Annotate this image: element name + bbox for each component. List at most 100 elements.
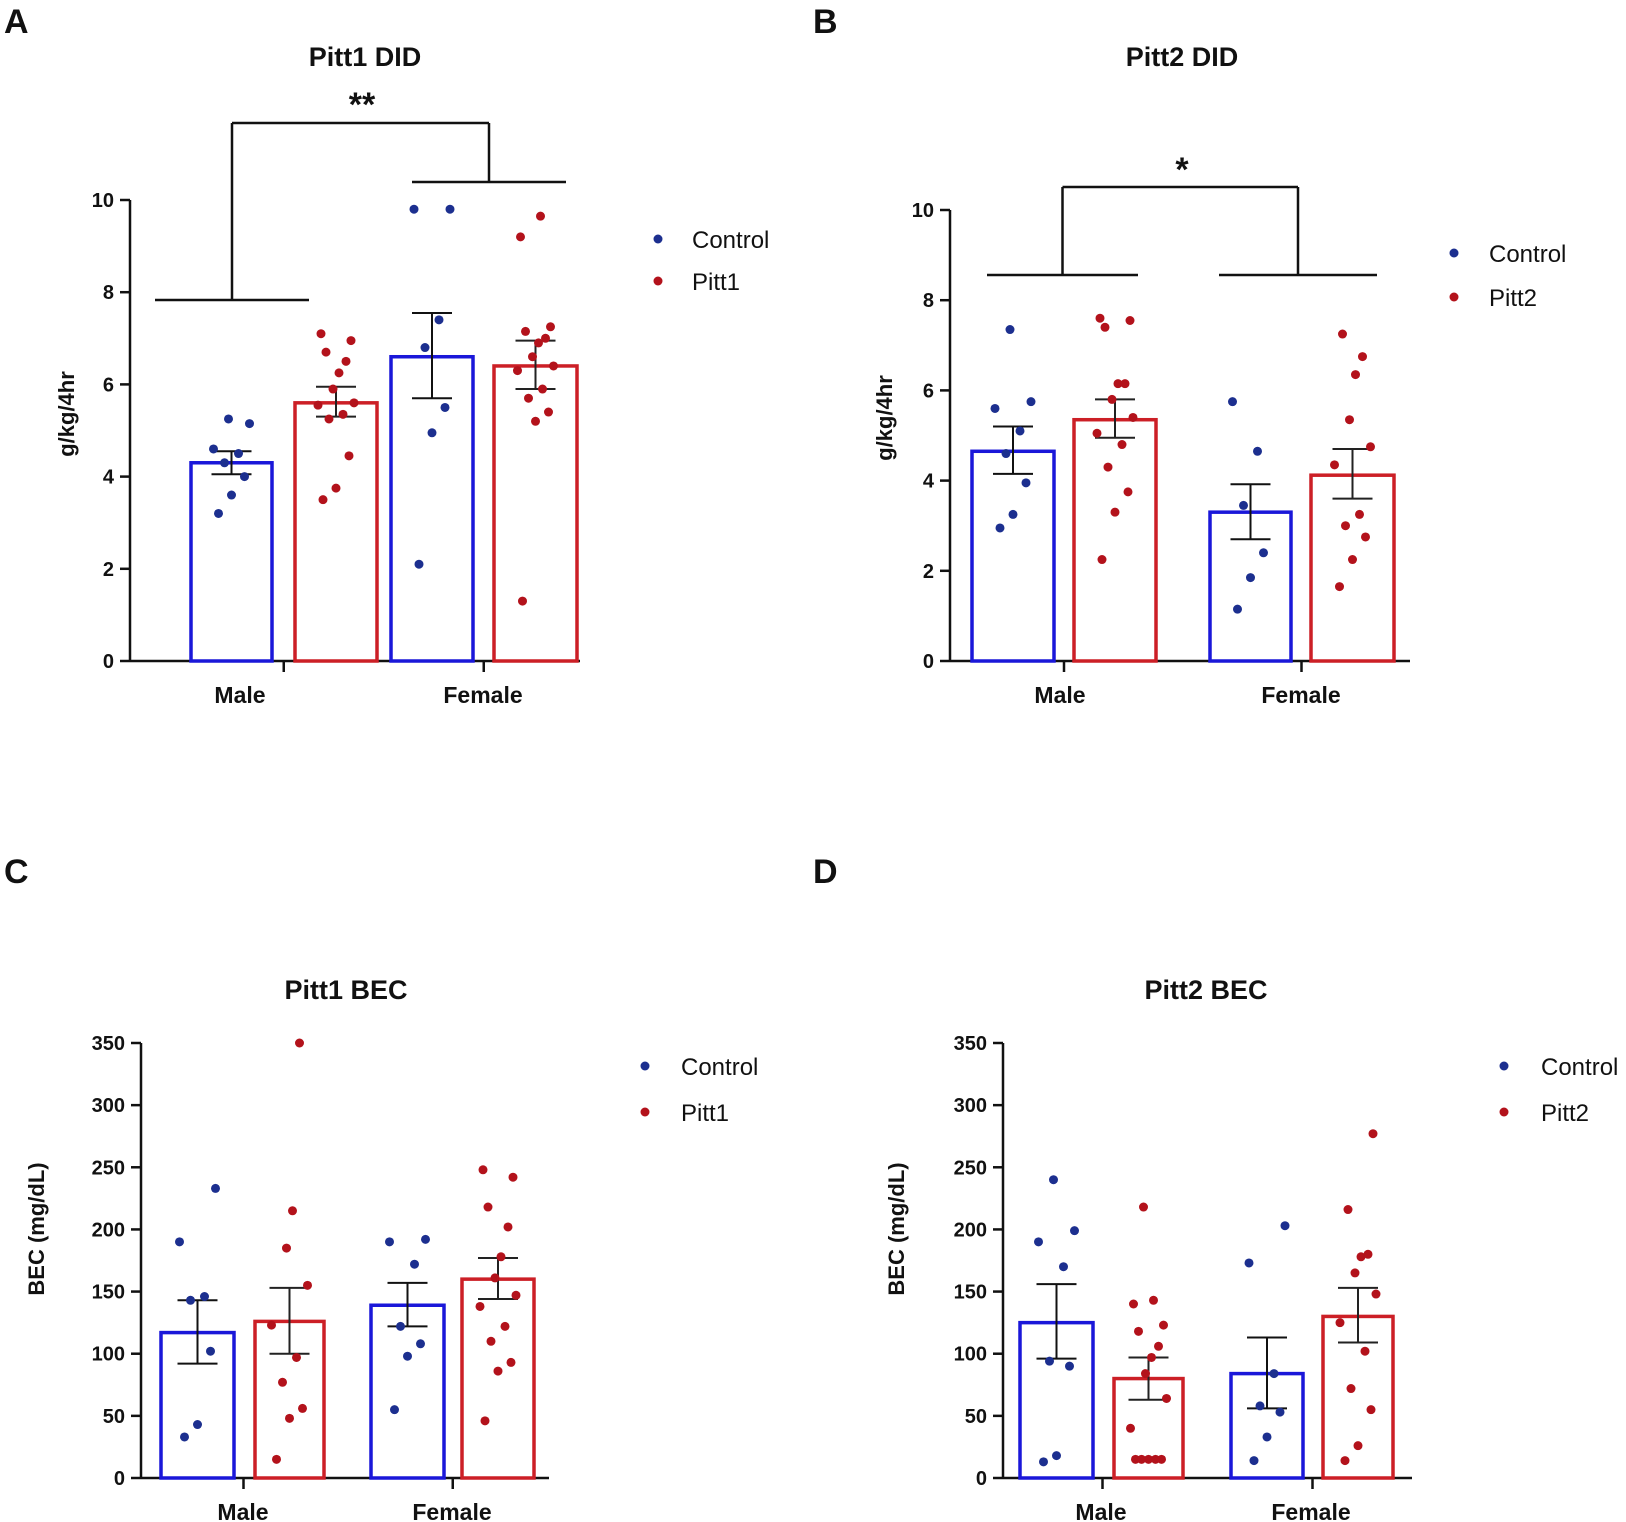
data-point — [1253, 446, 1262, 456]
bar-pitt1-female — [460, 1277, 536, 1480]
data-point — [278, 1377, 287, 1387]
bar-control-male — [970, 449, 1056, 663]
data-point — [506, 1357, 516, 1367]
data-point — [1065, 1361, 1074, 1371]
bar-pitt1-male — [293, 401, 379, 663]
y-tick-label: 250 — [954, 1157, 987, 1179]
data-point — [245, 419, 254, 429]
data-point — [518, 596, 527, 606]
data-point — [1126, 1423, 1135, 1433]
data-point — [403, 1351, 412, 1361]
data-point — [1343, 1205, 1353, 1215]
category-label-male-b: Male — [1034, 682, 1085, 708]
data-point — [1107, 394, 1117, 404]
legend-label-control-c: Control — [681, 1054, 758, 1081]
plot-area-c: 0 50 100 150 200 250 300 350 — [92, 1033, 549, 1490]
data-point — [478, 1165, 488, 1175]
data-point — [528, 352, 537, 362]
data-point — [211, 1183, 220, 1193]
data-point — [1045, 1356, 1054, 1366]
y-tick-label: 100 — [92, 1344, 125, 1366]
data-point — [1239, 500, 1248, 510]
data-point — [409, 204, 419, 214]
legend-marker-treatment-c — [640, 1107, 650, 1117]
data-point — [1335, 1318, 1345, 1328]
data-point — [1070, 1226, 1079, 1236]
data-point — [321, 347, 331, 357]
data-point — [1262, 1432, 1272, 1442]
y-tick-label: 0 — [103, 651, 114, 673]
y-tick-label: 6 — [103, 374, 114, 396]
data-point — [1095, 313, 1105, 323]
data-point — [292, 1352, 301, 1362]
data-point — [318, 495, 328, 505]
data-point — [1134, 1326, 1143, 1336]
data-point — [486, 1336, 496, 1346]
data-point — [531, 416, 540, 426]
data-point — [1001, 449, 1011, 459]
y-tick-label: 300 — [954, 1095, 987, 1117]
data-point — [536, 211, 545, 221]
data-point — [346, 336, 356, 346]
data-point — [334, 368, 344, 378]
y-tick-label: 4 — [103, 467, 115, 489]
data-point — [206, 1346, 215, 1356]
data-point — [1356, 1252, 1366, 1262]
data-point — [200, 1292, 209, 1302]
data-point — [1123, 487, 1133, 497]
data-point — [1249, 1456, 1259, 1466]
data-point — [1330, 460, 1339, 470]
y-tick-label: 150 — [954, 1282, 987, 1304]
y-tick-label: 50 — [103, 1406, 125, 1428]
legend-label-treatment-d: Pitt2 — [1541, 1100, 1589, 1127]
data-point — [508, 1172, 518, 1182]
y-tick-label: 6 — [923, 380, 934, 402]
category-label-female-d: Female — [1271, 1499, 1350, 1522]
y-tick-label: 200 — [92, 1219, 125, 1241]
data-point — [1139, 1202, 1148, 1212]
data-point — [1358, 352, 1367, 362]
y-tick-label: 4 — [923, 471, 935, 493]
plot-area-d: 0 50 100 150 200 250 300 350 — [954, 1033, 1412, 1490]
data-point — [503, 1222, 513, 1232]
data-point — [1149, 1295, 1158, 1305]
data-point — [1100, 322, 1110, 332]
panel-a: A Pitt1 DID g/kg/4hr 0 2 4 6 8 10 Male Female… — [4, 3, 769, 708]
y-tick-label: 200 — [954, 1219, 987, 1241]
panel-c: C Pitt1 BEC BEC (mg/dL) 0 50 100 150 200 250 3… — [4, 853, 758, 1522]
data-point — [1350, 1268, 1360, 1278]
data-point — [209, 444, 218, 454]
category-label-female-c: Female — [412, 1499, 491, 1522]
data-point — [434, 315, 444, 325]
data-point — [1026, 397, 1036, 407]
bar-control-female — [389, 354, 475, 663]
category-label-female-a: Female — [443, 682, 522, 708]
data-point — [224, 414, 233, 424]
y-tick-label: 100 — [954, 1344, 987, 1366]
y-tick-label: 10 — [92, 190, 114, 212]
category-label-male-d: Male — [1075, 1499, 1126, 1522]
data-point — [1351, 370, 1360, 380]
data-point — [421, 1234, 430, 1244]
category-label-male-a: Male — [214, 682, 265, 708]
data-point — [396, 1321, 405, 1331]
bar-pitt2-male — [1072, 417, 1158, 663]
data-point — [1366, 442, 1375, 452]
legend-label-treatment-b: Pitt2 — [1489, 285, 1537, 312]
y-tick-label: 300 — [92, 1095, 125, 1117]
y-axis-label-b: g/kg/4hr — [872, 375, 897, 461]
data-point — [1039, 1457, 1048, 1467]
chart-title-b: Pitt2 DID — [1126, 42, 1239, 72]
legend-marker-treatment-a — [653, 276, 663, 286]
data-point — [427, 428, 437, 438]
legend-label-control-b: Control — [1489, 241, 1566, 268]
data-point — [1348, 555, 1357, 565]
data-point — [1361, 532, 1370, 542]
data-point — [1371, 1289, 1381, 1299]
data-point — [549, 361, 558, 371]
data-point — [414, 559, 424, 569]
legend-c: Control Pitt1 — [640, 1054, 758, 1127]
data-point — [1129, 1299, 1138, 1309]
data-point — [1355, 509, 1364, 519]
data-point — [1005, 325, 1015, 335]
